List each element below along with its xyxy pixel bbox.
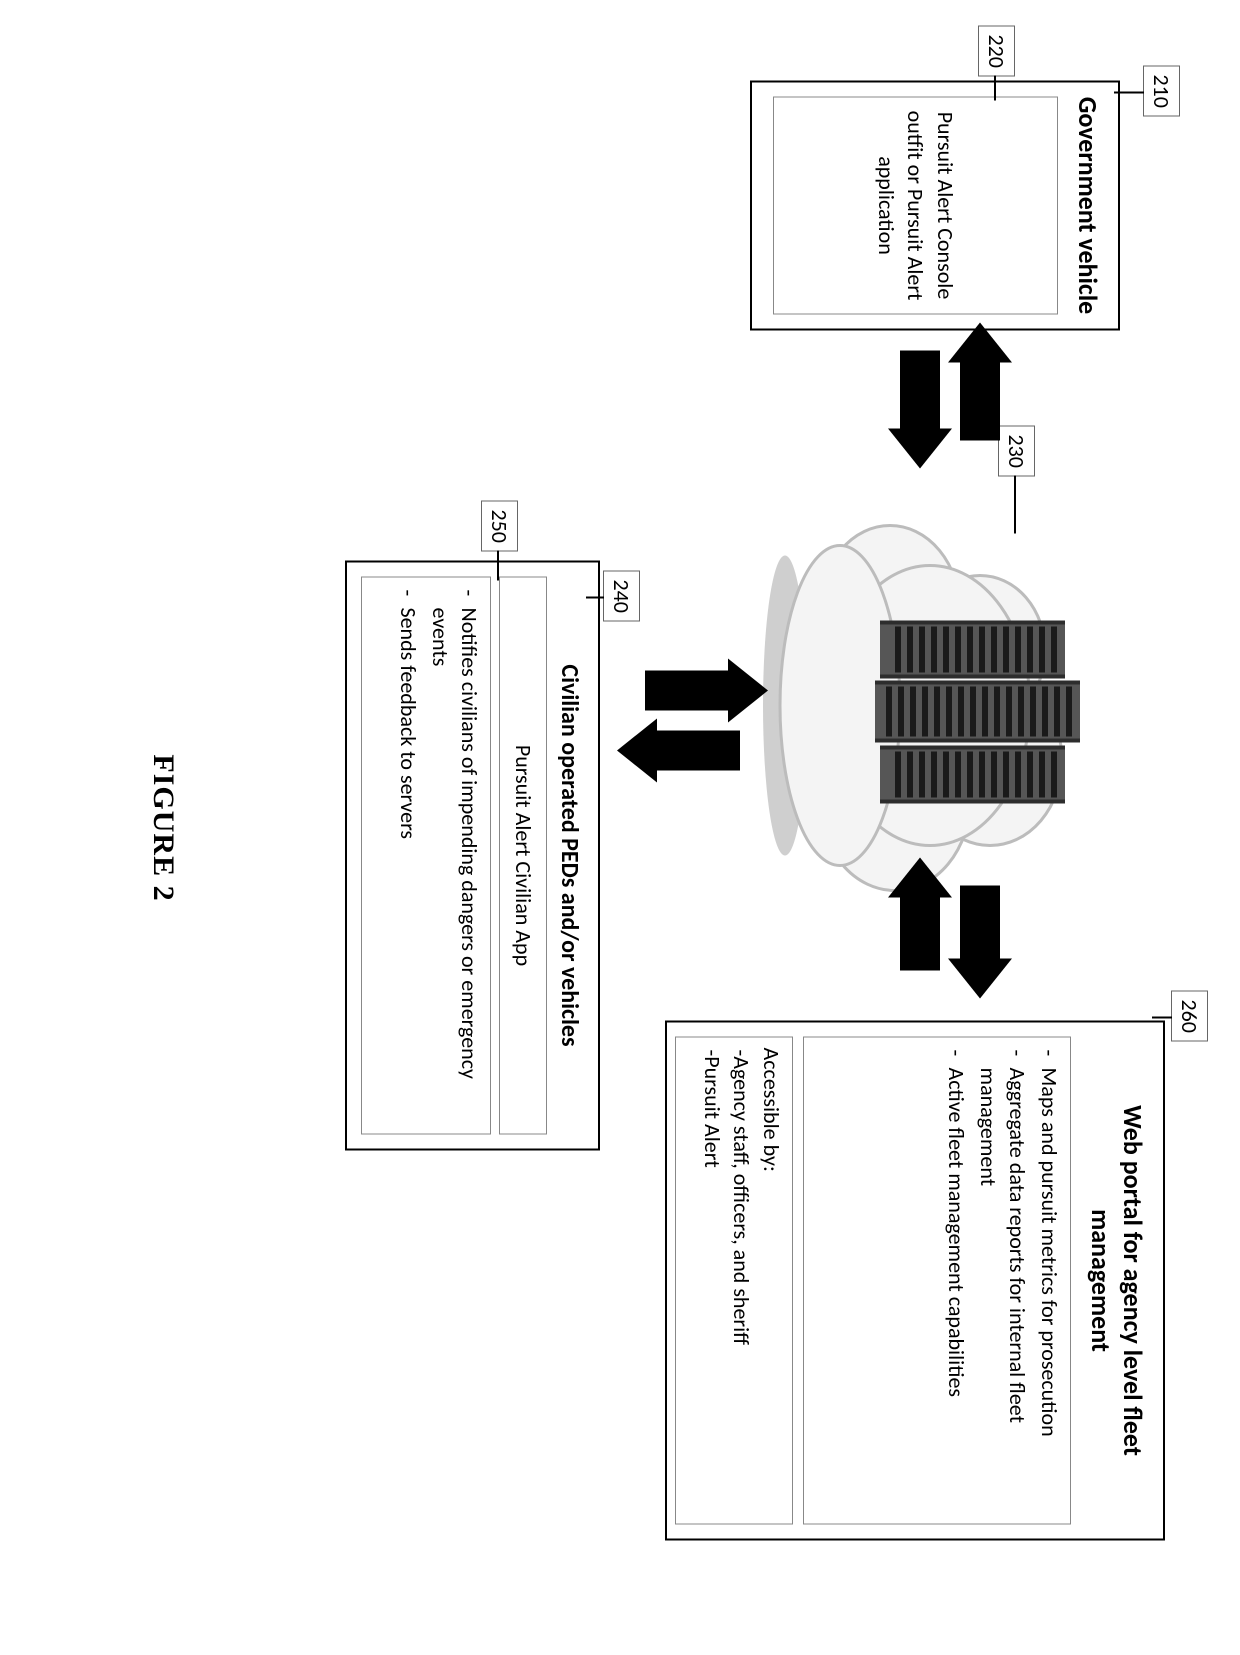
civilian-app: Pursuit Alert Civilian App bbox=[499, 576, 547, 1134]
civilian-features: Notifies civilians of impending dangers … bbox=[361, 576, 491, 1134]
arrow-gov-to-cloud bbox=[900, 350, 940, 440]
web-portal-box: Web portal for agency level fleet manage… bbox=[665, 1020, 1165, 1540]
civ-feature-0: Notifies civilians of impending dangers … bbox=[425, 587, 484, 1123]
web-portal-title: Web portal for agency level fleet manage… bbox=[1085, 1036, 1149, 1524]
arrow-cloud-to-civ bbox=[645, 730, 740, 770]
ref-label-260: 260 bbox=[1171, 990, 1208, 1041]
cloud-server-icon bbox=[740, 490, 1120, 920]
arrow-portal-to-cloud bbox=[900, 885, 940, 970]
civ-feature-1: Sends feedback to servers bbox=[393, 587, 423, 1123]
figure-caption: FIGURE 2 bbox=[146, 0, 180, 1655]
portal-access-title: Accessible by: bbox=[756, 1047, 786, 1513]
arrow-civ-to-cloud bbox=[645, 670, 740, 710]
portal-access-0: Agency staff, officers, and sheriff bbox=[728, 1056, 755, 1345]
government-vehicle-inner: Pursuit Alert Console outfit or Pursuit … bbox=[773, 96, 1058, 314]
ref-label-240: 240 bbox=[603, 570, 640, 621]
civilian-title: Civilian operated PEDs and/or vehicles bbox=[555, 576, 584, 1134]
civilian-box: Civilian operated PEDs and/or vehicles P… bbox=[345, 560, 600, 1150]
ref-label-210: 210 bbox=[1143, 65, 1180, 116]
ref-label-230: 230 bbox=[998, 425, 1035, 476]
government-vehicle-title: Government vehicle bbox=[1072, 96, 1104, 314]
portal-feature-2: Active fleet management capabilities bbox=[941, 1047, 971, 1513]
portal-feature-1: Aggregate data reports for internal flee… bbox=[973, 1047, 1032, 1513]
arrow-cloud-to-gov bbox=[960, 350, 1000, 440]
ref-label-250: 250 bbox=[481, 500, 518, 551]
portal-access-1: Pursuit Alert bbox=[699, 1056, 726, 1168]
web-portal-access: Accessible by: -Agency staff, officers, … bbox=[675, 1036, 793, 1524]
arrow-cloud-to-portal bbox=[960, 885, 1000, 970]
web-portal-features: Maps and pursuit metrics for prosecution… bbox=[803, 1036, 1071, 1524]
ref-label-220: 220 bbox=[978, 25, 1015, 76]
government-vehicle-box: Government vehicle Pursuit Alert Console… bbox=[750, 80, 1120, 330]
portal-feature-0: Maps and pursuit metrics for prosecution bbox=[1034, 1047, 1064, 1513]
